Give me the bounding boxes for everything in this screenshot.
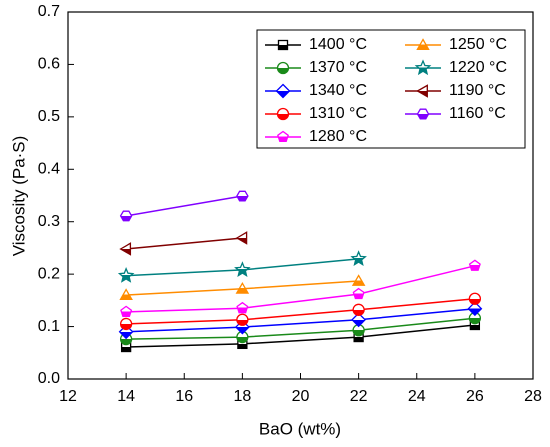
- series-line: [126, 298, 475, 325]
- legend-label: 1160 °C: [449, 105, 506, 122]
- data-point: [352, 303, 365, 316]
- data-point: [236, 301, 249, 314]
- data-point: [350, 250, 367, 266]
- data-point: [119, 288, 133, 301]
- series-line: [126, 237, 243, 250]
- data-point: [120, 305, 133, 317]
- y-axis-label: Viscosity (Pa·S): [9, 136, 28, 257]
- x-axis-label: BaO (wt%): [259, 419, 341, 438]
- y-tick-label: 0.0: [38, 370, 60, 387]
- data-point: [119, 242, 132, 256]
- legend-label: 1280 °C: [309, 128, 367, 145]
- x-tick-label: 16: [175, 388, 193, 405]
- y-tick-label: 0.4: [38, 161, 60, 178]
- legend-marker: [416, 108, 430, 120]
- data-point: [119, 210, 133, 222]
- legend-marker: [276, 107, 290, 121]
- data-point: [234, 261, 251, 277]
- legend-label: 1220 °C: [449, 59, 507, 76]
- x-tick-label: 28: [524, 388, 542, 405]
- legend-marker: [276, 61, 290, 75]
- data-point: [235, 231, 248, 245]
- series-line: [126, 324, 475, 348]
- y-tick-label: 0.2: [38, 265, 60, 282]
- legend-box: [256, 29, 526, 149]
- y-tick-label: 0.3: [38, 213, 60, 230]
- x-tick-label: 12: [59, 388, 77, 405]
- legend-marker: [275, 83, 291, 99]
- legend-marker: [416, 38, 430, 50]
- legend-label: 1190 °C: [449, 82, 506, 99]
- data-point: [468, 259, 481, 271]
- legend-marker: [416, 84, 428, 98]
- legend-label: 1250 °C: [449, 36, 507, 53]
- legend-marker: [277, 130, 289, 143]
- x-tick-label: 14: [117, 388, 135, 405]
- series-line: [126, 265, 476, 313]
- data-point: [468, 292, 482, 305]
- series-line: [126, 307, 475, 333]
- y-tick-label: 0.1: [38, 318, 60, 335]
- y-tick-label: 0.5: [38, 108, 60, 125]
- data-point: [467, 301, 483, 317]
- legend-label: 1340 °C: [309, 82, 367, 99]
- data-point: [352, 287, 365, 300]
- x-tick-label: 22: [350, 388, 368, 405]
- data-point: [235, 281, 250, 294]
- y-tick-label: 0.7: [38, 3, 60, 20]
- legend-marker: [277, 39, 289, 51]
- x-tick-label: 20: [292, 388, 310, 405]
- data-point: [117, 266, 135, 283]
- data-point: [236, 190, 249, 202]
- x-tick-label: 18: [233, 388, 251, 405]
- data-point: [236, 313, 249, 326]
- data-point: [119, 317, 133, 331]
- data-point: [351, 274, 366, 286]
- series-line: [125, 195, 243, 217]
- legend-label: 1400 °C: [309, 36, 367, 53]
- x-tick-label: 24: [408, 388, 426, 405]
- x-tick-label: 26: [466, 388, 484, 405]
- data-point: [351, 312, 367, 328]
- series-line: [126, 317, 475, 340]
- y-tick-label: 0.6: [38, 56, 60, 73]
- legend-marker: [414, 59, 432, 76]
- legend-label: 1370 °C: [309, 59, 367, 76]
- legend-label: 1310 °C: [309, 105, 367, 122]
